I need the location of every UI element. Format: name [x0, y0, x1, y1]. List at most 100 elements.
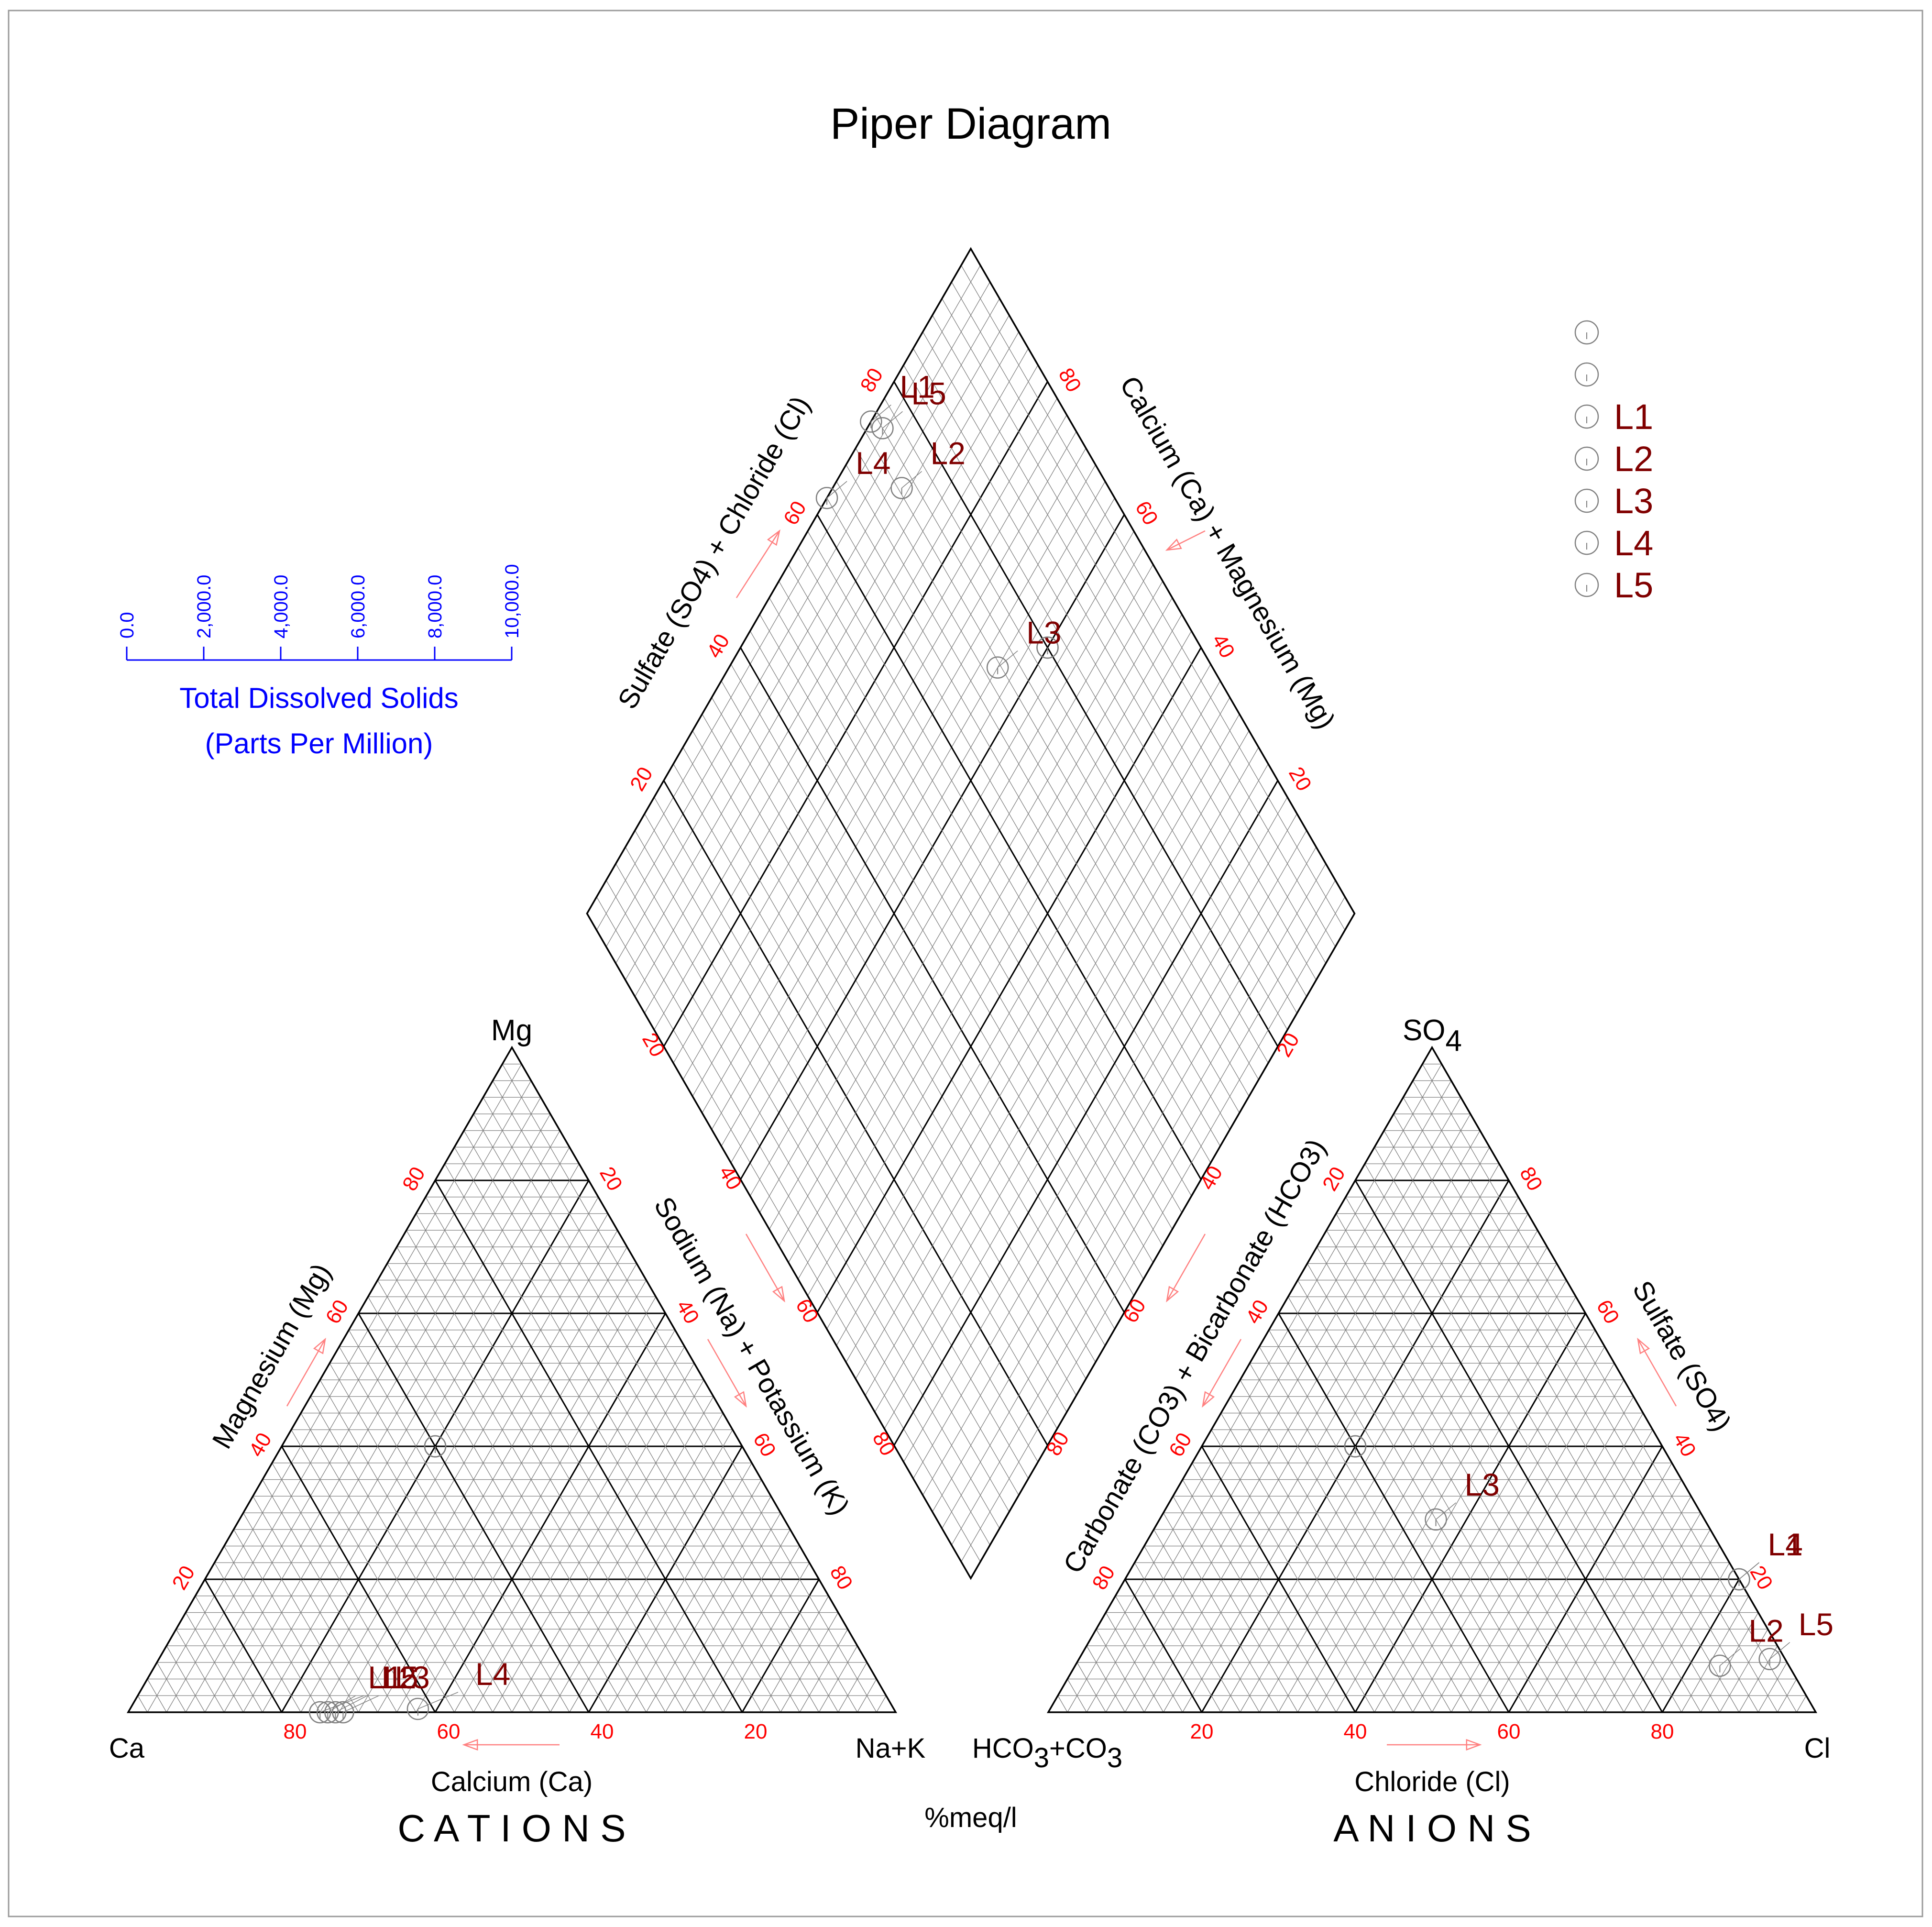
anion-sample-label-leader [1739, 1562, 1759, 1580]
anion-triangle-gridline [1364, 1163, 1682, 1713]
diamond-sample-label-leader [997, 650, 1018, 668]
cation-triangle-gridline [799, 1629, 848, 1713]
anion-sample-marker [1425, 1508, 1447, 1531]
diamond-gridline [932, 847, 1317, 1512]
diamond-upper-left-arrow-head [767, 529, 780, 546]
cation-apex-ca: Ca [109, 1733, 145, 1764]
cation-triangle-gridline [646, 1496, 771, 1713]
diamond-gridline [922, 830, 1307, 1496]
cation-triangle-gridline [252, 1496, 378, 1713]
legend-label: L5 [1614, 565, 1653, 605]
anion-triangle-gridline [1163, 1512, 1279, 1713]
anion-triangle-gridline [1096, 1629, 1145, 1713]
diamond-outline [586, 247, 1356, 1580]
cation-sample-label: L4 [475, 1656, 510, 1692]
diamond-lower-right-arrow-head [1166, 1286, 1179, 1303]
diamond-upper-right-arrow-head [1165, 539, 1182, 551]
anion-triangle-gridline [1249, 1363, 1452, 1713]
anion-triangle-gridline [1383, 1130, 1720, 1713]
diamond-gridline [903, 364, 1288, 1030]
cation-sample-label-leader [319, 1695, 364, 1713]
cation-sample-label: L5 [383, 1660, 418, 1695]
grid-layer [126, 247, 1818, 1713]
tds-tick-label: 2,000.0 [194, 575, 215, 639]
diamond-gridline [798, 614, 1182, 1279]
diamond-gridline [836, 681, 1221, 1346]
anion-triangle-gridline [1153, 1529, 1260, 1713]
diamond-sample-marker [815, 486, 838, 509]
cation-sample-label-leader [343, 1695, 380, 1713]
anion-apex-so4-sub: 4 [1446, 1024, 1462, 1057]
anion-triangle-gridline [1297, 1280, 1548, 1713]
cation-triangle-gridline [339, 1230, 618, 1713]
cation-triangle-gridline [454, 1330, 676, 1713]
anion-triangle-gridline [1211, 1429, 1375, 1713]
anion-sample-label-leader [1436, 1502, 1457, 1520]
cation-triangle-gridline [358, 1313, 590, 1713]
anion-triangle-gridline [1240, 1379, 1433, 1713]
cation-triangle-gridline [492, 1080, 858, 1713]
anion-triangle-gridline [1796, 1695, 1807, 1713]
cation-apex-mg: Mg [491, 1014, 532, 1047]
diamond-gridline [865, 431, 1250, 1097]
anion-sample-marker [1709, 1654, 1731, 1677]
cation-sample-marker [424, 1435, 447, 1458]
unit-label: %meq/l [924, 1802, 1017, 1833]
cation-triangle-gridline [185, 1612, 244, 1713]
anion-apex-so4: SO4 [1403, 1014, 1462, 1057]
diamond-gridline [855, 448, 1240, 1113]
legend-marker [1574, 320, 1599, 345]
anion-apex-co3-sub: 3 [1107, 1742, 1122, 1773]
tds-title-line1: Total Dissolved Solids [179, 682, 459, 714]
anion-triangle-gridline [1297, 1263, 1557, 1713]
cation-axis-bottom-title: Calcium (Ca) [431, 1766, 593, 1797]
anion-triangle-gridline [1403, 1097, 1759, 1713]
cation-triangle-gridline [531, 1396, 714, 1713]
diamond-sample-marker [890, 477, 913, 499]
anion-triangle-gridline [1268, 1330, 1490, 1713]
cation-triangle-gridline [473, 1113, 820, 1713]
anion-triangle-gridline [1134, 1562, 1221, 1713]
cation-tick-bottom: 80 [284, 1720, 307, 1743]
anion-triangle-gridline [1374, 1330, 1596, 1713]
cation-triangle-gridline [492, 1363, 695, 1713]
anion-right-arrow-head [1637, 1337, 1650, 1354]
anion-sample-label: L4 [1768, 1527, 1803, 1562]
cations-section-title: C A T I O N S [397, 1807, 626, 1850]
cation-left-arrow-head [313, 1337, 326, 1354]
legend-marker [1574, 488, 1599, 513]
diamond-sample-marker [871, 417, 894, 440]
cation-triangle-gridline [272, 1463, 417, 1713]
anion-tick-bottom: 60 [1497, 1720, 1521, 1743]
diamond-gridline [932, 315, 1317, 980]
anion-triangle-gridline [1220, 1413, 1394, 1713]
diamond-gridline [884, 398, 1269, 1064]
cation-triangle-gridline [310, 1396, 493, 1713]
legend-label: L2 [1614, 439, 1653, 479]
diamond-gridline [845, 697, 1230, 1363]
anion-triangle-gridline [1086, 1645, 1126, 1713]
cation-sample-label: L2 [381, 1660, 416, 1695]
legend-label: L1 [1614, 397, 1653, 437]
anion-triangle-gridline [1527, 1463, 1672, 1713]
cation-sample-marker [406, 1697, 429, 1720]
cation-sample-marker [309, 1701, 331, 1724]
diamond-gridline [951, 880, 1336, 1545]
cation-triangle-gridline [444, 1163, 762, 1713]
cation-triangle-gridline [348, 1330, 570, 1713]
legend-marker [1574, 446, 1599, 471]
diamond-sample-marker [1036, 636, 1059, 659]
diamond-gridline [951, 282, 1336, 947]
diamond-gridline [836, 481, 1221, 1146]
diamond-gridline [913, 814, 1297, 1479]
diamond-gridline [798, 548, 1182, 1213]
diamond-sample-label-leader [870, 404, 891, 422]
anion-triangle-gridline [1220, 1197, 1519, 1713]
anion-tick-bottom: 20 [1190, 1720, 1214, 1743]
cation-triangle-gridline [224, 1546, 320, 1713]
cation-triangle-gridline [281, 1446, 436, 1713]
anion-right-arrow [1637, 1339, 1677, 1407]
anion-triangle-gridline [1422, 1064, 1797, 1713]
cation-triangle-gridline [300, 1413, 474, 1713]
